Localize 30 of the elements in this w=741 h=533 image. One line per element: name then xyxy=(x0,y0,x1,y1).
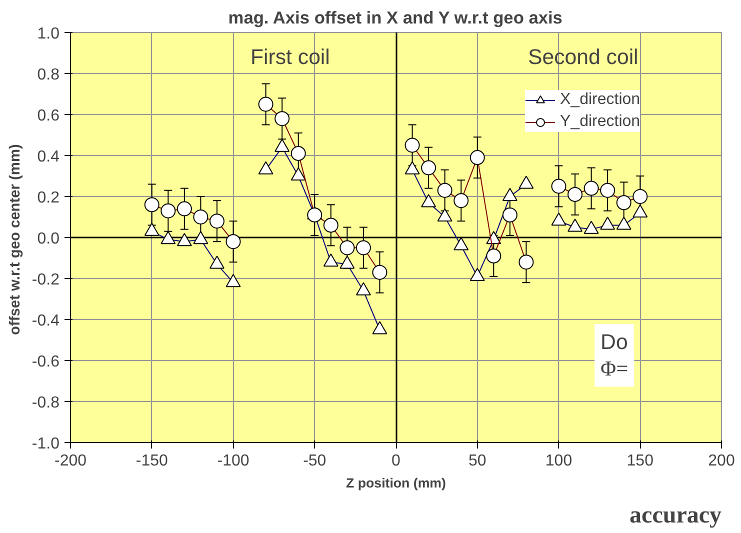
x-tick-label: -200 xyxy=(54,452,87,470)
x-tick-label: 150 xyxy=(626,452,654,470)
y-tick-label: 0.8 xyxy=(37,66,60,84)
annotation: Do xyxy=(600,330,628,354)
legend-label: X_direction xyxy=(560,91,640,109)
x-tick-label: -100 xyxy=(217,452,250,470)
text: accuracy xyxy=(630,502,722,528)
y-tick-label: 0.0 xyxy=(37,230,60,248)
annotation: Φ= xyxy=(600,356,628,381)
y-tick-label: 0.4 xyxy=(37,148,60,166)
x-tick-label: -50 xyxy=(303,452,326,470)
x-axis-title: Z position (mm) xyxy=(346,476,446,490)
y-axis-title: offset w.r.t geo center (mm) xyxy=(8,144,24,335)
y-tick-label: 0.2 xyxy=(37,190,60,206)
y-tick-label: 0.6 xyxy=(37,108,60,124)
legend-label: Y_direction xyxy=(560,113,640,131)
x-tick-label: 100 xyxy=(545,452,572,470)
x-tick-label: 200 xyxy=(708,452,735,470)
y-tick-label: 1.0 xyxy=(37,26,60,42)
y-tick-label: -0.2 xyxy=(32,272,60,288)
y-tick-label: -0.4 xyxy=(32,312,60,330)
y-tick-label: -0.8 xyxy=(32,394,60,412)
x-tick-label: 0 xyxy=(392,452,401,470)
annotation: First coil xyxy=(250,45,330,70)
y-tick-label: -0.6 xyxy=(32,354,60,370)
x-tick-label: 50 xyxy=(468,452,486,470)
y-tick-label: -1.0 xyxy=(32,436,60,452)
x-tick-label: -150 xyxy=(136,452,168,470)
chart-title: mag. Axis offset in X and Y w.r.t geo axis xyxy=(228,8,562,28)
annotation: Second coil xyxy=(528,45,638,70)
